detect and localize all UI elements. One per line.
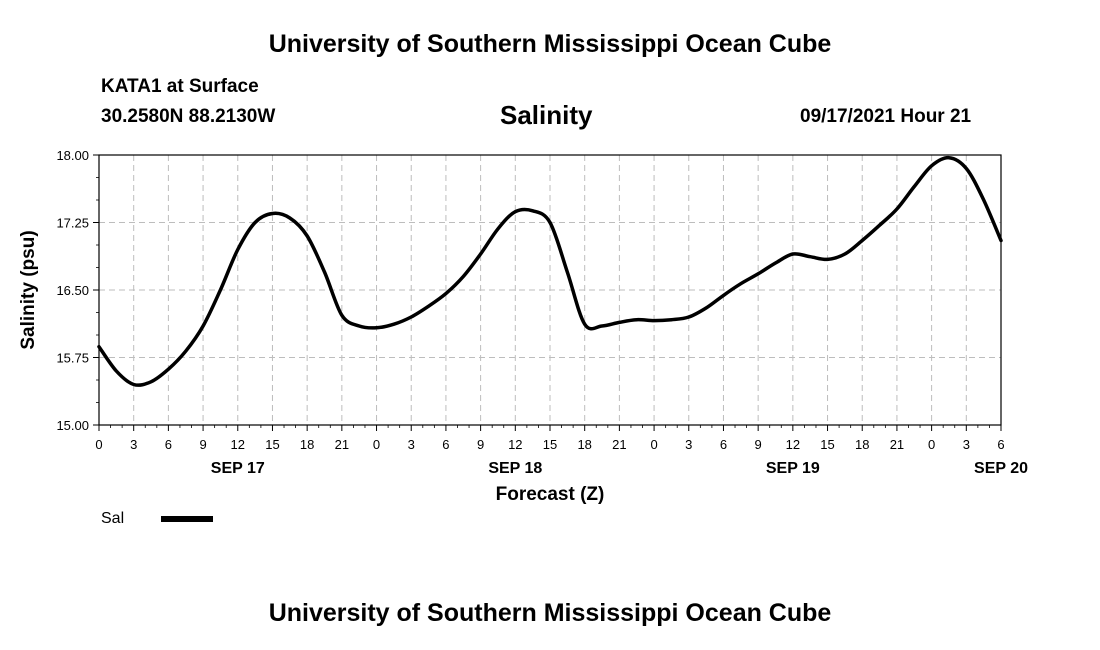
salinity-series-line (97, 155, 1003, 387)
x-tick-label: 15 (265, 437, 279, 452)
forecast-datetime: 09/17/2021 Hour 21 (800, 106, 972, 127)
x-tick-label: 18 (577, 437, 591, 452)
y-tick-labels: 15.00 15.75 16.50 17.25 18.00 (56, 148, 89, 433)
x-tick-label: 6 (997, 437, 1004, 452)
x-tick-label: 15 (820, 437, 834, 452)
day-label: SEP 17 (211, 460, 265, 477)
x-tick-label: 12 (786, 437, 800, 452)
x-tick-label: 18 (300, 437, 314, 452)
x-tick-label: 0 (650, 437, 657, 452)
x-tick-label: 6 (720, 437, 727, 452)
day-label: SEP 19 (766, 460, 820, 477)
x-tick-label: 3 (130, 437, 137, 452)
station-label: KATA1 at Surface (101, 76, 259, 97)
day-label: SEP 18 (488, 460, 542, 477)
x-tick-label: 6 (165, 437, 172, 452)
x-tick-label: 0 (928, 437, 935, 452)
y-tick-label: 15.75 (56, 351, 89, 366)
day-label: SEP 20 (974, 460, 1028, 477)
y-tick-label: 16.50 (56, 283, 89, 298)
y-tick-label: 17.25 (56, 216, 89, 231)
x-tick-label: 21 (335, 437, 349, 452)
legend-line-swatch (161, 516, 213, 522)
x-tick-label: 3 (685, 437, 692, 452)
axis-ticks (93, 154, 1002, 431)
x-tick-label: 9 (755, 437, 762, 452)
x-tick-label: 3 (963, 437, 970, 452)
x-tick-label: 12 (508, 437, 522, 452)
x-tick-label: 18 (855, 437, 869, 452)
x-tick-labels: 0 3 6 9 12 15 18 21 0 3 6 9 12 15 18 21 0 3 6 9 12 15 18 21 0 3 6 (95, 437, 1004, 452)
legend-label: Sal (101, 510, 125, 527)
x-axis-label: Forecast (Z) (496, 484, 605, 505)
day-labels: SEP 17 SEP 18 SEP 19 SEP 20 (211, 460, 1028, 477)
coordinates-label: 30.2580N 88.2130W (101, 106, 276, 127)
x-tick-label: 9 (477, 437, 484, 452)
y-axis-label: Salinity (psu) (18, 230, 39, 349)
x-tick-label: 0 (373, 437, 380, 452)
x-tick-label: 15 (543, 437, 557, 452)
x-tick-label: 21 (890, 437, 904, 452)
x-tick-label: 12 (231, 437, 245, 452)
y-tick-label: 18.00 (56, 148, 89, 163)
x-tick-label: 21 (612, 437, 626, 452)
top-title: University of Southern Mississippi Ocean… (268, 30, 832, 58)
chart-grid (99, 155, 1001, 425)
y-tick-label: 15.00 (56, 418, 89, 433)
x-tick-label: 0 (95, 437, 102, 452)
x-tick-label: 6 (442, 437, 449, 452)
x-tick-label: 3 (408, 437, 415, 452)
x-tick-label: 9 (199, 437, 206, 452)
chart-title: Salinity (500, 100, 593, 130)
bottom-title: University of Southern Mississippi Ocean… (268, 599, 832, 627)
